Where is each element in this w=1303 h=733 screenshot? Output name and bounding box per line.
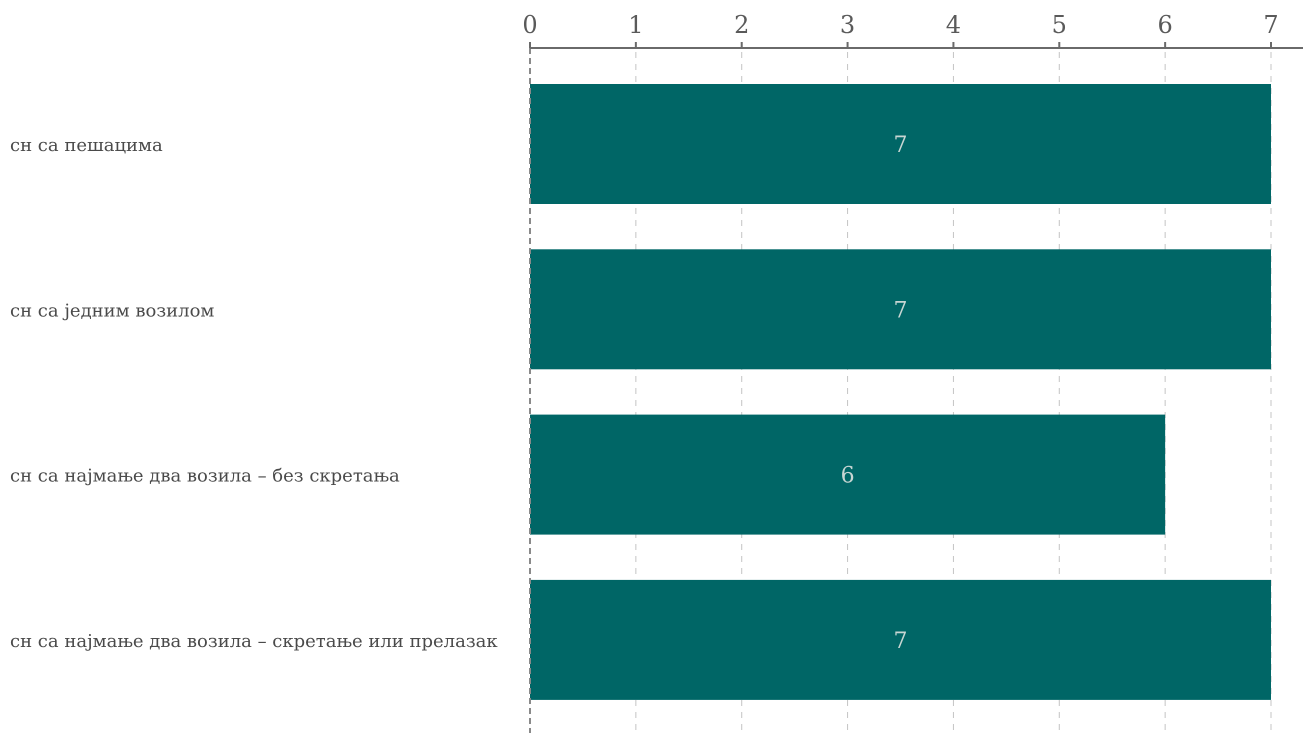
data-label-3: 6 bbox=[841, 464, 855, 489]
category-label-1: сн са пешацима bbox=[10, 135, 163, 156]
bar-1 bbox=[530, 84, 1271, 204]
x-tick-label-5: 5 bbox=[1052, 11, 1067, 39]
x-tick-label-7: 7 bbox=[1263, 11, 1278, 39]
bar-4 bbox=[530, 579, 1271, 700]
category-label-4: сн са најмање два возила – скретање или … bbox=[10, 631, 498, 652]
bar-layer bbox=[530, 84, 1271, 700]
x-tick-label-6: 6 bbox=[1158, 11, 1173, 39]
data-label-2: 7 bbox=[894, 298, 908, 323]
bar-2 bbox=[530, 249, 1271, 370]
data-label-1: 7 bbox=[894, 133, 908, 158]
x-tick-label-3: 3 bbox=[840, 11, 855, 39]
x-tick-label-2: 2 bbox=[734, 11, 749, 39]
category-label-2: сн са једним возилом bbox=[10, 300, 214, 321]
x-tick-label-0: 0 bbox=[522, 11, 537, 39]
x-tick-label-1: 1 bbox=[628, 11, 643, 39]
label-layer: 7 сн са пешацима 7 сн са једним возилом 6 сн … bbox=[10, 11, 1279, 654]
bar-3 bbox=[530, 414, 1166, 535]
data-label-4: 7 bbox=[894, 629, 908, 654]
x-tick-label-4: 4 bbox=[946, 11, 961, 39]
category-label-3: сн са најмање два возила – без скретања bbox=[10, 466, 400, 487]
axis-layer bbox=[529, 42, 1303, 733]
